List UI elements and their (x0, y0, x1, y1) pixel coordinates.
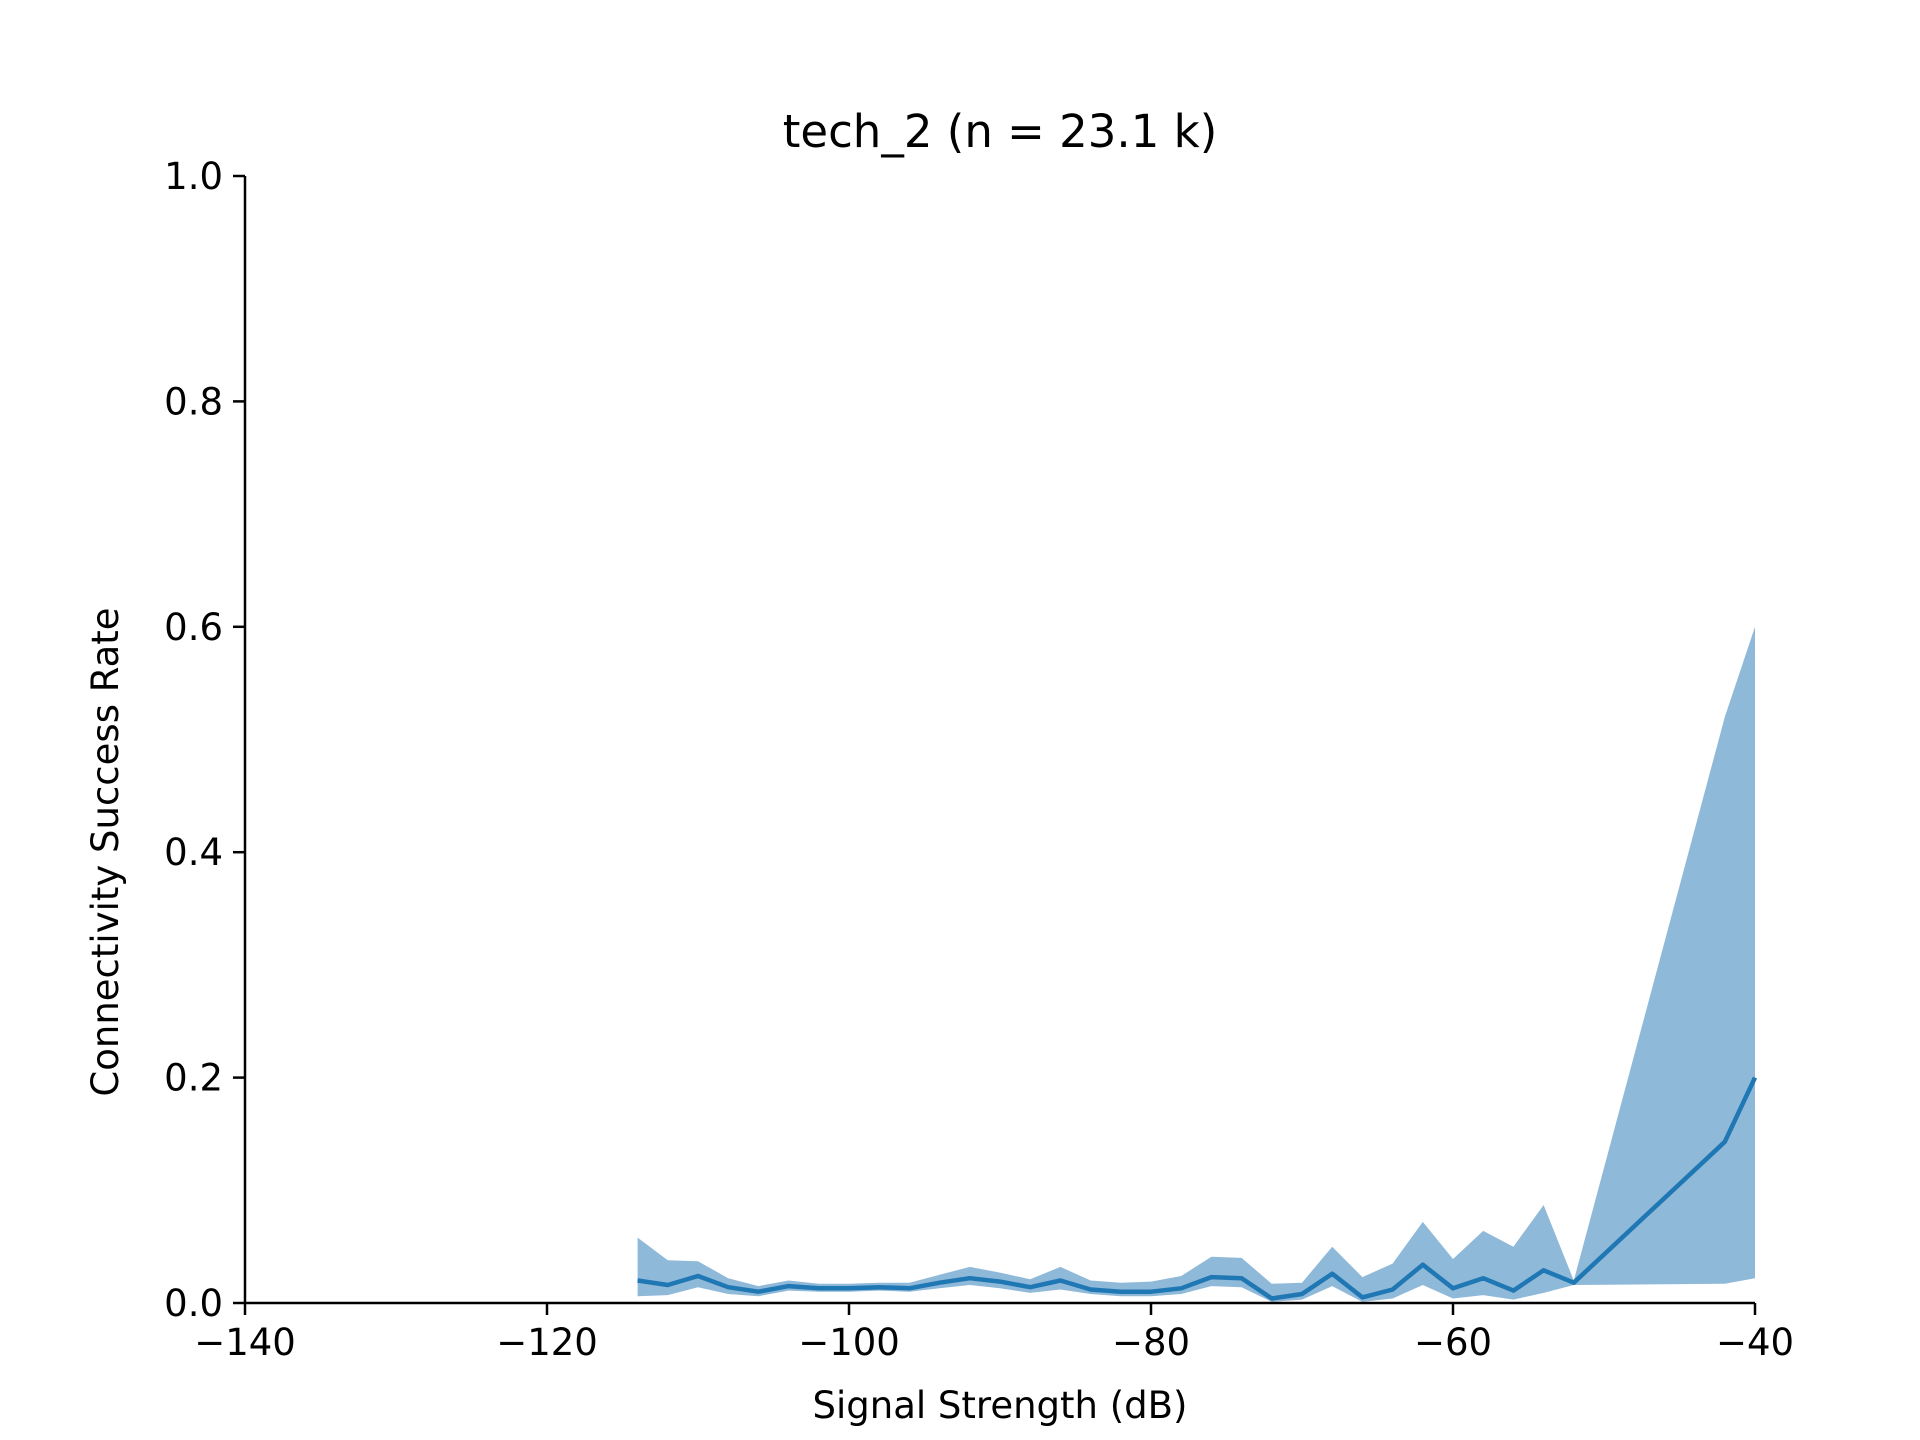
confidence-band (637, 626, 1755, 1302)
series-line (637, 1076, 1758, 1301)
y-tick-label: 1.0 (164, 155, 223, 198)
y-tick-label: 0.4 (164, 831, 223, 874)
x-tick-label: −40 (1716, 1321, 1794, 1364)
x-axis: −140 −120 −100 −80 −60 −40 (194, 1301, 1794, 1364)
x-axis-label: Signal Strength (dB) (813, 1384, 1188, 1427)
y-axis: 0.0 0.2 0.4 0.6 0.8 1.0 (164, 155, 247, 1325)
y-tick-label: 0.2 (164, 1057, 223, 1100)
x-tick-label: −140 (194, 1321, 296, 1364)
y-tick-label: 0.0 (164, 1282, 223, 1325)
x-tick-label: −120 (496, 1321, 598, 1364)
chart-title: tech_2 (n = 23.1 k) (783, 105, 1218, 158)
plot-area (637, 626, 1758, 1302)
y-tick-label: 0.8 (164, 380, 223, 423)
x-tick-label: −100 (798, 1321, 900, 1364)
y-axis-label: Connectivity Success Rate (84, 607, 127, 1096)
y-tick-label: 0.6 (164, 606, 223, 649)
x-tick-label: −60 (1414, 1321, 1492, 1364)
x-tick-label: −80 (1112, 1321, 1190, 1364)
